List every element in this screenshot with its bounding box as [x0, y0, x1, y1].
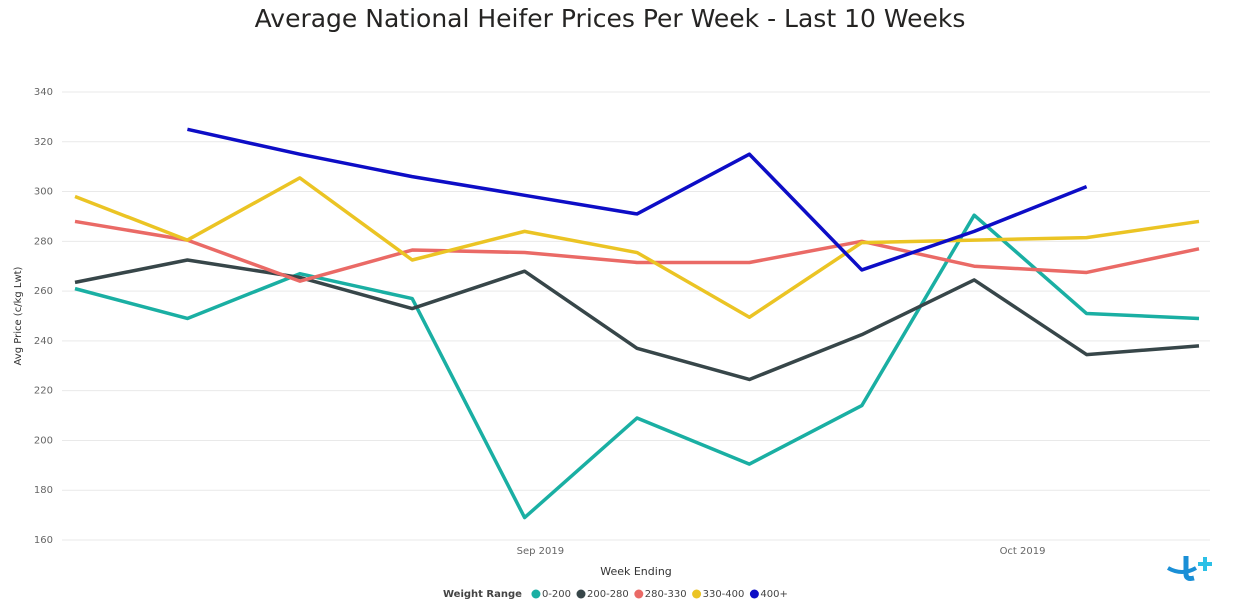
x-tick-label: Oct 2019: [1000, 546, 1046, 557]
legend-title: Weight Range: [443, 589, 522, 600]
y-tick-label: 200: [34, 435, 53, 446]
legend-marker: [749, 589, 759, 599]
y-tick-label: 320: [34, 137, 53, 148]
legend-marker: [531, 589, 541, 599]
series-line: [74, 213, 1200, 520]
y-tick-label: 280: [34, 236, 53, 247]
legend-label: 330-400: [703, 589, 745, 600]
legend-marker: [692, 589, 702, 599]
y-tick-label: 260: [34, 286, 53, 297]
legend-label: 280-330: [645, 589, 687, 600]
y-tick-label: 160: [34, 535, 53, 546]
series-line: [74, 176, 1200, 319]
series-line: [187, 127, 1088, 272]
y-tick-label: 340: [34, 87, 53, 98]
x-axis-label: Week Ending: [600, 565, 672, 578]
chart-title: Average National Heifer Prices Per Week …: [255, 4, 966, 33]
logo: [1167, 556, 1212, 581]
y-axis-label: Avg Price (c/kg Lwt): [13, 266, 24, 365]
legend-marker: [634, 589, 644, 599]
legend-label: 0-200: [542, 589, 571, 600]
legend-label: 400+: [760, 589, 787, 600]
series-line: [74, 219, 1200, 283]
series-line: [74, 258, 1200, 382]
x-tick-label: Sep 2019: [517, 546, 564, 557]
y-tick-label: 300: [34, 187, 53, 198]
y-tick-label: 240: [34, 336, 53, 347]
y-tick-label: 180: [34, 485, 53, 496]
y-tick-label: 220: [34, 386, 53, 397]
legend-label: 200-280: [587, 589, 629, 600]
legend-marker: [576, 589, 586, 599]
